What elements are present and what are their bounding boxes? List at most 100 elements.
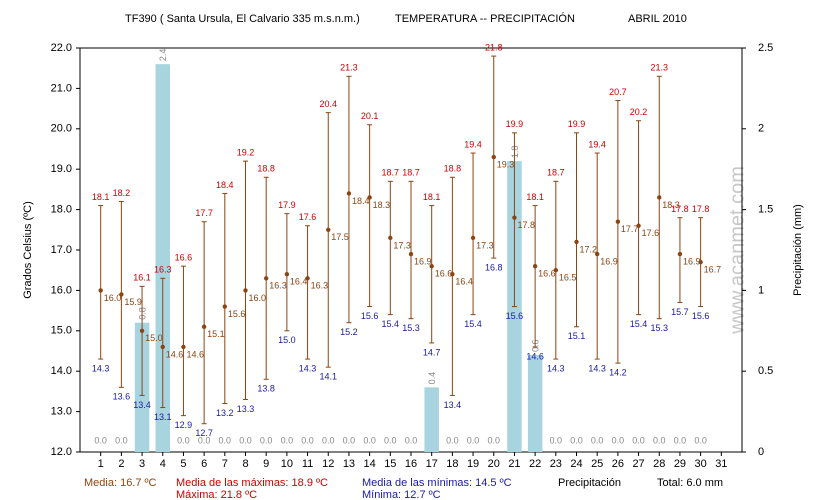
max-label: 20.4 — [319, 99, 337, 109]
x-tick-label: 2 — [118, 458, 124, 470]
x-tick-label: 4 — [160, 458, 166, 470]
mean-marker — [284, 272, 290, 277]
mean-marker — [594, 251, 600, 257]
min-label: 15.6 — [692, 311, 710, 321]
y2-axis-label: Precipitación (mm) — [792, 204, 804, 296]
y2-tick-label: 2 — [758, 123, 764, 135]
max-label: 16.6 — [175, 253, 193, 263]
mean-marker — [346, 191, 352, 196]
max-label: 18.4 — [216, 180, 234, 190]
x-tick-label: 20 — [488, 458, 500, 470]
max-label: 17.6 — [299, 212, 317, 222]
mean-marker — [98, 288, 103, 293]
mean-marker — [429, 263, 434, 269]
precip-label: 0.0 — [591, 435, 604, 445]
x-tick-label: 13 — [343, 458, 355, 470]
min-label: 15.6 — [506, 311, 524, 321]
stat-annotation: Media: 16.7 ºC — [84, 477, 157, 489]
y-tick-label: 16.0 — [51, 284, 72, 296]
mean-label: 16.3 — [269, 281, 287, 291]
max-label: 16.3 — [154, 265, 172, 275]
mean-marker — [615, 219, 621, 224]
mean-label: 16.9 — [683, 256, 701, 266]
precip-label: 0.0 — [115, 435, 128, 445]
mean-label: 16.9 — [600, 256, 618, 266]
max-label: 17.7 — [195, 208, 213, 218]
max-label: 18.7 — [382, 168, 400, 178]
mean-label: 15.1 — [207, 329, 225, 339]
mean-label: 16.4 — [455, 277, 473, 287]
max-label: 19.2 — [237, 147, 255, 157]
x-tick-label: 14 — [364, 458, 376, 470]
mean-label: 16.4 — [290, 277, 308, 287]
x-tick-label: 15 — [384, 458, 396, 470]
y-tick-label: 14.0 — [51, 365, 72, 377]
mean-label: 14.6 — [186, 349, 204, 359]
precip-label: 0.0 — [632, 435, 645, 445]
min-label: 16.8 — [485, 262, 503, 272]
mean-label: 17.5 — [331, 232, 349, 242]
x-tick-label: 3 — [139, 458, 145, 470]
mean-marker — [408, 251, 414, 257]
precip-label: 0.0 — [260, 435, 273, 445]
min-label: 14.3 — [92, 363, 110, 373]
mean-label: 16.0 — [249, 293, 267, 303]
max-label: 18.2 — [113, 188, 131, 198]
precip-label: 0.0 — [94, 435, 107, 445]
max-label: 18.1 — [423, 192, 441, 202]
max-label: 21.3 — [340, 63, 358, 73]
min-label: 13.4 — [133, 400, 151, 410]
min-label: 15.3 — [402, 323, 420, 333]
mean-marker — [222, 304, 228, 309]
min-label: 15.7 — [671, 307, 689, 317]
min-label: 14.3 — [547, 363, 565, 373]
mean-marker — [512, 215, 517, 220]
x-tick-label: 30 — [695, 458, 707, 470]
y-tick-label: 18.0 — [51, 204, 72, 216]
min-label: 14.1 — [319, 372, 337, 382]
y-tick-label: 21.0 — [51, 82, 72, 94]
x-tick-label: 17 — [426, 458, 438, 470]
min-label: 15.2 — [340, 327, 358, 337]
mean-marker — [181, 344, 186, 350]
max-label: 18.1 — [526, 192, 544, 202]
chart-subtitle: TEMPERATURA -- PRECIPITACIÓN — [395, 12, 575, 25]
stat-annotation: Media de las mínimas: 14.5 ºC — [362, 477, 512, 489]
x-tick-label: 18 — [446, 458, 458, 470]
x-tick-label: 29 — [674, 458, 686, 470]
min-label: 13.8 — [257, 384, 275, 394]
mean-marker — [553, 268, 559, 273]
mean-marker — [470, 235, 476, 241]
mean-marker — [657, 195, 662, 200]
y2-tick-label: 2.5 — [758, 42, 773, 54]
precip-label: 0.0 — [612, 435, 625, 445]
mean-marker — [263, 276, 269, 281]
x-tick-label: 8 — [242, 458, 248, 470]
mean-label: 16.0 — [104, 293, 122, 303]
x-tick-label: 27 — [632, 458, 644, 470]
precip-label: 0.0 — [694, 435, 707, 445]
precip-label: 0.0 — [343, 435, 356, 445]
precip-label: 0.0 — [674, 435, 687, 445]
max-label: 20.7 — [609, 87, 627, 97]
precip-label: 2.4 — [158, 49, 168, 62]
max-label: 18.1 — [92, 192, 110, 202]
precip-label: 0.0 — [281, 435, 294, 445]
mean-marker — [326, 227, 331, 232]
y-tick-label: 19.0 — [51, 163, 72, 175]
precip-label: 0.0 — [301, 435, 314, 445]
y-tick-label: 15.0 — [51, 325, 72, 337]
min-label: 14.3 — [588, 363, 606, 373]
precip-label: 0.0 — [363, 435, 376, 445]
mean-label: 19.3 — [497, 159, 515, 169]
min-label: 13.3 — [237, 404, 255, 414]
chart-title: TF390 ( Santa Ursula, El Calvario 335 m.… — [125, 13, 360, 25]
precip-label: 0.0 — [550, 435, 563, 445]
precip-label: 0.0 — [653, 435, 666, 445]
mean-marker — [305, 276, 310, 281]
mean-label: 16.6 — [435, 269, 453, 279]
precip-label: 0.0 — [177, 435, 190, 445]
min-label: 13.2 — [216, 408, 234, 418]
mean-marker — [698, 259, 703, 265]
